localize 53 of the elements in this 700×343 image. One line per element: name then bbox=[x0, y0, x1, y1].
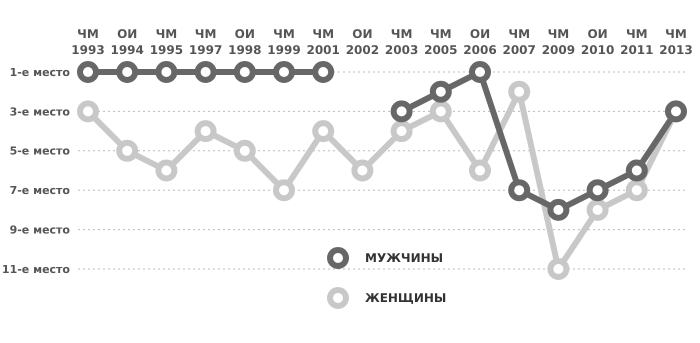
y-tick-label: 3-е место bbox=[10, 105, 70, 118]
x-tick-label: ОИ 1998 bbox=[228, 27, 262, 57]
x-tick-label: ЧМ 2009 bbox=[542, 27, 576, 57]
point bbox=[586, 198, 609, 221]
x-tick-label: ЧМ 2003 bbox=[384, 27, 418, 57]
point bbox=[390, 120, 413, 142]
point bbox=[77, 61, 99, 83]
point bbox=[194, 61, 217, 83]
x-tick-label: ЧМ 2007 bbox=[502, 27, 536, 57]
point bbox=[273, 61, 295, 83]
x-tick-label: ОИ 1994 bbox=[110, 27, 144, 57]
point bbox=[77, 100, 99, 122]
point bbox=[547, 198, 570, 221]
x-tick-label: ЧМ 1997 bbox=[188, 27, 222, 57]
point bbox=[469, 160, 491, 182]
y-tick-label: 5-е место bbox=[10, 144, 70, 158]
x-tick-label: ЧМ 1999 bbox=[267, 27, 301, 57]
point bbox=[116, 140, 138, 162]
point bbox=[312, 61, 334, 83]
y-tick-label: 9-е место bbox=[10, 224, 70, 237]
point bbox=[234, 61, 256, 83]
x-tick-label: ЧМ 2011 bbox=[620, 27, 654, 57]
legend-label: ЖЕНЩИНЫ bbox=[365, 291, 446, 305]
point bbox=[430, 80, 452, 103]
point bbox=[155, 61, 178, 83]
point bbox=[273, 179, 295, 202]
point bbox=[312, 120, 334, 142]
point bbox=[508, 179, 530, 202]
x-tick-label: ЧМ 2001 bbox=[306, 27, 340, 57]
point bbox=[390, 100, 413, 122]
point bbox=[155, 160, 178, 182]
point bbox=[547, 258, 570, 280]
y-tick-label: 11-е место bbox=[2, 262, 70, 276]
point bbox=[116, 61, 138, 83]
legend-label: МУЖЧИНЫ bbox=[365, 251, 444, 265]
x-tick-label: ЧМ 2005 bbox=[424, 27, 458, 57]
y-tick-label: 1-е место bbox=[10, 66, 70, 79]
x-tick-label: ОИ 2006 bbox=[463, 27, 497, 57]
point bbox=[430, 100, 452, 122]
point bbox=[626, 179, 648, 202]
point bbox=[586, 179, 609, 202]
x-tick-label: ЧМ 1995 bbox=[150, 27, 184, 57]
point bbox=[194, 120, 217, 142]
point bbox=[508, 80, 530, 103]
point bbox=[351, 160, 374, 182]
x-tick-label: ЧМ 2013 bbox=[659, 27, 693, 57]
x-tick-label: ЧМ 1993 bbox=[71, 27, 105, 57]
point bbox=[626, 160, 648, 182]
x-tick-label: ОИ 2010 bbox=[580, 27, 614, 57]
point bbox=[469, 61, 491, 83]
point bbox=[234, 140, 256, 162]
y-tick-label: 7-е место bbox=[10, 184, 70, 198]
x-tick-label: ОИ 2002 bbox=[346, 27, 380, 57]
